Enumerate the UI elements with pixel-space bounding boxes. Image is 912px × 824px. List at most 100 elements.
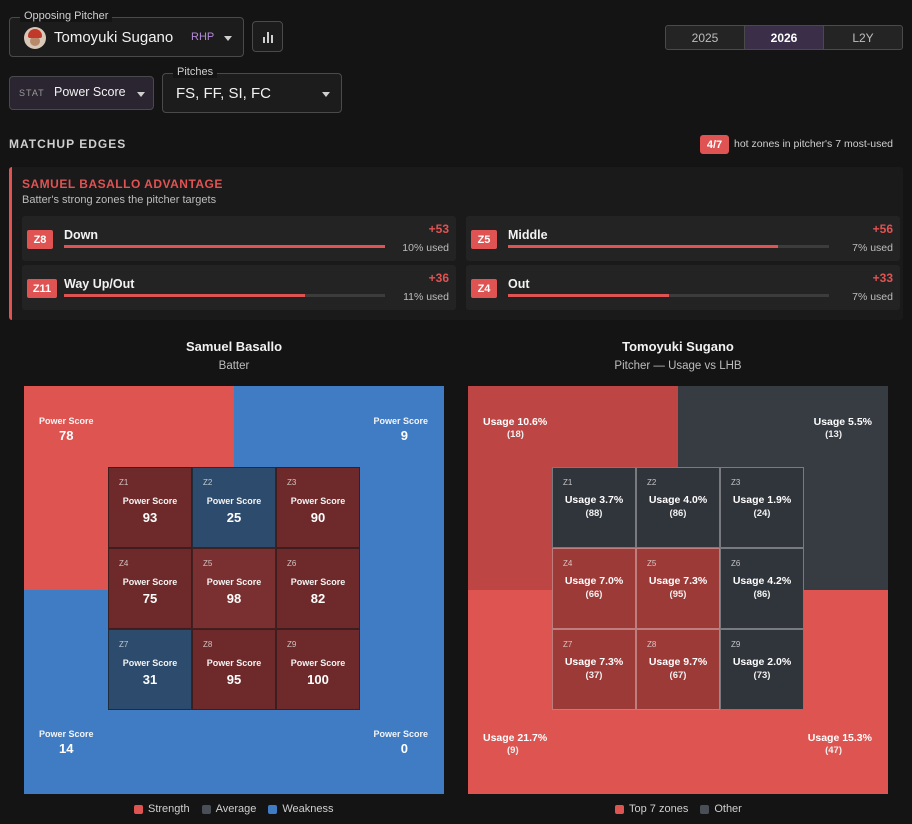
batter-zone-chart: Power Score 78 Power Score 9 Power Score 14 Po… — [24, 386, 444, 794]
pitches-select[interactable]: Pitches FS, FF, SI, FC — [162, 66, 342, 113]
zone-cell-z1[interactable]: Z1 Usage 3.7% (88) — [552, 467, 636, 548]
edge-bar-track — [508, 245, 829, 248]
zone-cell-z5[interactable]: Z5 Usage 7.3% (95) — [636, 548, 720, 629]
pitcher-hand-badge: RHP — [191, 31, 215, 43]
pitcher-legend: Top 7 zones Other — [615, 803, 742, 815]
zone-cell-z3[interactable]: Z3 Power Score 90 — [276, 467, 360, 548]
zone-id: Z8 — [647, 640, 657, 649]
zone-cell-z9[interactable]: Z9 Usage 2.0% (73) — [720, 629, 804, 710]
zone-metric-label: Power Score — [290, 496, 346, 506]
zone-cell-z9[interactable]: Z9 Power Score 100 — [276, 629, 360, 710]
corner-pitch-count: (9) — [507, 745, 519, 756]
pitches-label: Pitches — [173, 66, 218, 78]
zone-metric-value: 31 — [142, 672, 158, 687]
zone-cell-z1[interactable]: Z1 Power Score 93 — [108, 467, 192, 548]
zone-id: Z6 — [731, 559, 741, 568]
edge-card[interactable]: Z4 Out +33 7% used — [466, 265, 900, 310]
corner-metric-label: Power Score — [373, 416, 428, 426]
zone-cell-z6[interactable]: Z6 Power Score 82 — [276, 548, 360, 629]
zone-cell-z2[interactable]: Z2 Usage 4.0% (86) — [636, 467, 720, 548]
zone-cell-z5[interactable]: Z5 Power Score 98 — [192, 548, 276, 629]
zone-id: Z9 — [287, 640, 297, 649]
legend-strength-label: Strength — [148, 803, 190, 815]
batter-chart-title: Samuel Basallo — [185, 339, 283, 354]
legend-top-zones-label: Top 7 zones — [629, 803, 689, 815]
edge-usage: 10% used — [402, 242, 449, 254]
zone-metric-value: 100 — [307, 672, 329, 687]
zone-pitch-count: (88) — [585, 508, 603, 519]
zone-id: Z1 — [563, 478, 573, 487]
pitcher-chart-title: Tomoyuki Sugano — [622, 339, 734, 354]
zone-usage: Usage 7.3% — [564, 656, 624, 668]
legend-top-zones: Top 7 zones — [615, 803, 688, 815]
corner-usage: Usage 10.6% — [483, 416, 548, 428]
hot-zones-badge: 4/7 — [700, 135, 729, 154]
zone-id: Z4 — [119, 559, 129, 568]
zone-cell-z4[interactable]: Z4 Power Score 75 — [108, 548, 192, 629]
zone-cell-z7[interactable]: Z7 Power Score 31 — [108, 629, 192, 710]
legend-strength: Strength — [134, 803, 190, 815]
edge-zone-name: Down — [64, 228, 99, 242]
edge-card[interactable]: Z11 Way Up/Out +36 11% used — [22, 265, 456, 310]
pitcher-chart-subtitle: Pitcher — Usage vs LHB — [614, 360, 742, 372]
swatch-strength — [134, 804, 143, 814]
edge-bar-fill — [64, 245, 385, 248]
tab-season-l2y[interactable]: L2Y — [823, 25, 903, 50]
edge-zone-name: Out — [508, 277, 530, 291]
zone-corner-label: Power Score 14 — [39, 729, 94, 756]
corner-usage: Usage 15.3% — [807, 732, 872, 744]
zone-metric-label: Power Score — [122, 577, 178, 587]
zone-id: Z7 — [119, 640, 129, 649]
zone-cell-z8[interactable]: Z8 Usage 9.7% (67) — [636, 629, 720, 710]
zone-usage: Usage 3.7% — [564, 494, 624, 506]
zone-id: Z3 — [287, 478, 297, 487]
zone-cell-z4[interactable]: Z4 Usage 7.0% (66) — [552, 548, 636, 629]
zone-metric-value: 95 — [226, 672, 242, 687]
legend-average-label: Average — [215, 803, 257, 815]
advantage-subtitle: Batter's strong zones the pitcher target… — [22, 194, 217, 206]
legend-other: Other — [700, 803, 742, 815]
corner-metric-value: 14 — [59, 741, 74, 756]
zone-metric-value: 98 — [226, 591, 242, 606]
corner-pitch-count: (13) — [825, 429, 842, 440]
zone-usage: Usage 2.0% — [732, 656, 792, 668]
zone-cell-z8[interactable]: Z8 Power Score 95 — [192, 629, 276, 710]
edge-bar-track — [64, 294, 385, 297]
zone-cell-z6[interactable]: Z6 Usage 4.2% (86) — [720, 548, 804, 629]
tab-season-2026[interactable]: 2026 — [744, 25, 824, 50]
zone-tag: Z8 — [27, 230, 53, 249]
pitcher-zone-chart: Usage 10.6% (18) Usage 5.5% (13) Usage 21.7%… — [468, 386, 888, 794]
chevron-down-icon — [137, 92, 145, 97]
opposing-pitcher-select[interactable]: Opposing Pitcher Tomoyuki Sugano RHP — [9, 10, 244, 57]
zone-tag: Z11 — [27, 279, 57, 298]
legend-weakness: Weakness — [268, 803, 334, 815]
stat-select[interactable]: STAT Power Score — [9, 76, 154, 110]
zone-id: Z5 — [203, 559, 213, 568]
zone-cell-z3[interactable]: Z3 Usage 1.9% (24) — [720, 467, 804, 548]
zone-metric-label: Power Score — [206, 496, 262, 506]
corner-metric-label: Power Score — [39, 729, 94, 739]
zone-cell-z7[interactable]: Z7 Usage 7.3% (37) — [552, 629, 636, 710]
tab-season-2025[interactable]: 2025 — [665, 25, 745, 50]
zone-metric-label: Power Score — [290, 577, 346, 587]
zone-id: Z2 — [203, 478, 213, 487]
zone-corner-label: Usage 10.6% (18) — [483, 416, 547, 440]
zone-cell-z2[interactable]: Z2 Power Score 25 — [192, 467, 276, 548]
zone-id: Z3 — [731, 478, 741, 487]
bar-chart-icon — [263, 31, 274, 43]
corner-metric-value: 0 — [400, 741, 408, 756]
edge-delta: +56 — [872, 222, 893, 236]
zone-corner-label: Power Score 78 — [39, 416, 94, 443]
chevron-down-icon — [224, 36, 232, 41]
edge-card[interactable]: Z5 Middle +56 7% used — [466, 216, 900, 261]
edge-usage: 7% used — [852, 242, 893, 254]
zone-corner-label: Power Score 0 — [373, 729, 428, 756]
opposing-pitcher-label: Opposing Pitcher — [20, 10, 113, 22]
stats-chart-button[interactable] — [252, 21, 283, 52]
edge-card[interactable]: Z8 Down +53 10% used — [22, 216, 456, 261]
zone-metric-label: Power Score — [122, 496, 178, 506]
edge-bar-fill — [64, 294, 305, 297]
zone-metric-value: 90 — [310, 510, 326, 525]
edge-bar-fill — [508, 245, 778, 248]
zone-pitch-count: (24) — [753, 508, 771, 519]
